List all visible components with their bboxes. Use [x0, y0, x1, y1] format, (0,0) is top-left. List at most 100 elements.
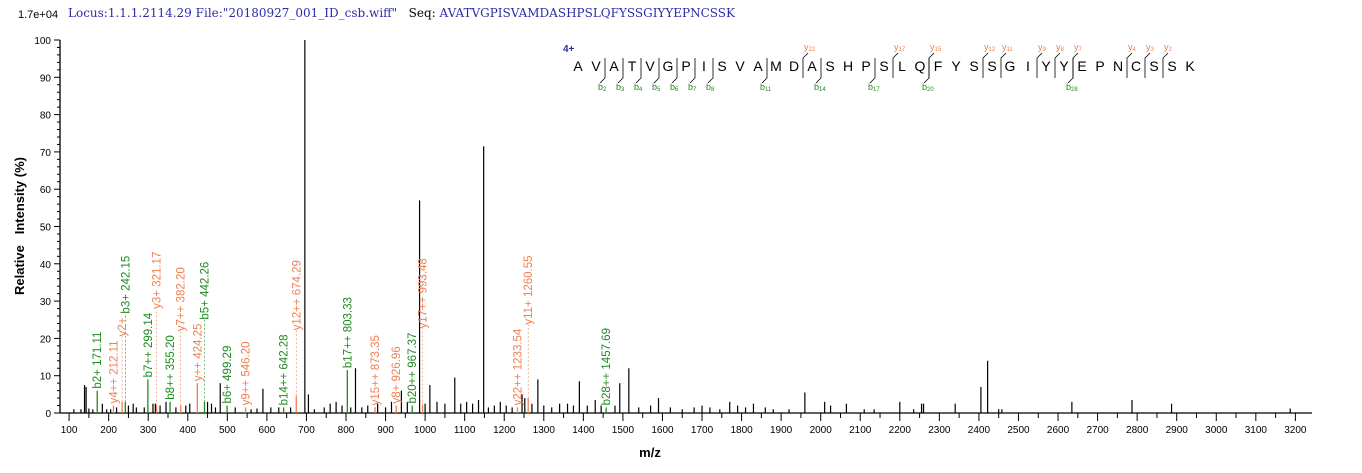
y-ion-label: y8 [1056, 42, 1065, 53]
residue: C [1131, 58, 1141, 74]
y-ion-label: y12++ 674.29 [291, 260, 303, 330]
x-tick-label: 2500 [1007, 425, 1030, 436]
b-ion-label: b3+ 242.15 [120, 256, 132, 314]
x-tick-label: 300 [140, 425, 157, 436]
x-tick-label: 1900 [770, 425, 793, 436]
residue: P [861, 58, 870, 74]
y-ion-label: y++ 424.25 [192, 324, 204, 382]
residue: Y [951, 58, 961, 74]
peak-labels: b2+ 171.11 y4++ 212.11 y2+ b3+ 242.15 b7++ 2… [92, 252, 613, 406]
residue: E [1077, 58, 1086, 74]
y-ion-marker [1036, 52, 1043, 78]
residue: V [591, 58, 601, 74]
y-tick-label: 70 [40, 148, 52, 159]
x-tick-label: 1600 [651, 425, 674, 436]
residue: P [1095, 58, 1104, 74]
x-tick-label: 1200 [493, 425, 516, 436]
y-ion-label: y3+ 321.17 [152, 252, 164, 309]
residue: L [898, 58, 906, 74]
x-tick-label: 900 [377, 425, 394, 436]
residue: S [987, 58, 996, 74]
b-ion-marker [599, 58, 606, 84]
intensity-scale-label: 1.7e+04 [18, 9, 58, 21]
residue: V [645, 58, 655, 74]
y-tick-label: 60 [40, 185, 52, 196]
y-ion-label: y3 [1146, 42, 1155, 53]
y-ion-marker [1072, 52, 1079, 78]
residue: Y [1059, 58, 1069, 74]
b-ion-label: b11 [760, 82, 772, 93]
x-tick-label: 2100 [849, 425, 872, 436]
b-ion-label: b3 [616, 82, 625, 93]
residue: M [770, 58, 782, 74]
fragment-sequence-map: 4+A V A T V G P I S V A M D A S H P S L Q F Y S S G I Y Y E P N C S S Kb2 b… [563, 42, 1195, 93]
x-tick-label: 700 [298, 425, 315, 436]
residue: S [879, 58, 888, 74]
y-tick-label: 90 [40, 73, 52, 84]
x-tick-label: 400 [179, 425, 196, 436]
b-ion-marker [689, 58, 696, 84]
y-ion-label: y7 [1074, 42, 1083, 53]
b-ion-label: b17++ 803.33 [342, 297, 354, 368]
y-ion-label: y11+ 1260.55 [523, 255, 535, 324]
residue: S [825, 58, 834, 74]
y-ion-label: y17++ 993.48 [418, 258, 430, 328]
y-tick-label: 50 [40, 223, 52, 234]
y-tick-label: 80 [40, 111, 52, 122]
b-ion-label: b8 [706, 82, 715, 93]
b-ion-marker [671, 58, 678, 84]
y-axis-label: Relative Intensity (%) [12, 157, 27, 295]
b-ion-label: b4 [634, 82, 643, 93]
b-ion-label: b5 [652, 82, 661, 93]
b-ion-marker [761, 58, 768, 84]
residue: Y [1041, 58, 1051, 74]
y-ion-marker [1126, 52, 1133, 78]
y-ion-label: y2+ [117, 317, 129, 336]
y-ion-label: y4++ 212.11 [108, 340, 120, 403]
b-ion-marker [1067, 58, 1074, 84]
y-ion-label: y11 [1002, 42, 1013, 53]
b-ion-marker [653, 58, 660, 84]
residue: G [663, 58, 674, 74]
y-ion-label: y12 [984, 42, 996, 53]
peaks [73, 40, 1291, 413]
seq-label: Seq: [408, 6, 436, 20]
residue: P [681, 58, 690, 74]
y-ion-marker [1162, 52, 1169, 78]
residue: A [609, 58, 619, 74]
residue: N [1113, 58, 1123, 74]
residue: V [735, 58, 745, 74]
x-tick-label: 1100 [454, 425, 476, 436]
y-ion-marker [1144, 52, 1151, 78]
x-tick-label: 3200 [1284, 425, 1307, 436]
x-tick-label: 2400 [968, 425, 991, 436]
b-ion-label: b20 [922, 82, 934, 93]
x-tick-label: 3100 [1245, 425, 1268, 436]
x-tick-label: 1000 [414, 425, 437, 436]
b-ion-label: b28++ 1457.69 [601, 328, 613, 405]
y-ion-marker [1054, 52, 1061, 78]
residue: S [1167, 58, 1176, 74]
x-tick-label: 800 [338, 425, 355, 436]
y-ion-label: y7++ 382.20 [176, 267, 188, 331]
b-ion-label: b5+ 442.26 [199, 262, 211, 320]
residue: S [1149, 58, 1158, 74]
residue: I [702, 58, 706, 74]
residue: G [1005, 58, 1016, 74]
b-ion-marker [617, 58, 624, 84]
b-ion-label: b6 [670, 82, 679, 93]
y-tick-label: 10 [40, 372, 52, 383]
spectrum-header: Locus:1.1.1.2114.29 File:"20180927_001_I… [68, 6, 735, 20]
y-ion-label: y22 [804, 42, 816, 53]
x-tick-label: 1700 [691, 425, 714, 436]
x-tick-label: 2600 [1047, 425, 1070, 436]
b-ion-label: b7 [688, 82, 697, 93]
file-text: File:"20180927_001_ID_csb.wiff" [195, 6, 398, 20]
charge-state-label: 4+ [563, 44, 575, 55]
residue: F [934, 58, 943, 74]
b-ion-marker [635, 58, 642, 84]
y-tick-label: 30 [40, 297, 52, 308]
x-tick-label: 200 [100, 425, 117, 436]
x-tick-label: 1500 [612, 425, 635, 436]
b-ion-marker [815, 58, 822, 84]
